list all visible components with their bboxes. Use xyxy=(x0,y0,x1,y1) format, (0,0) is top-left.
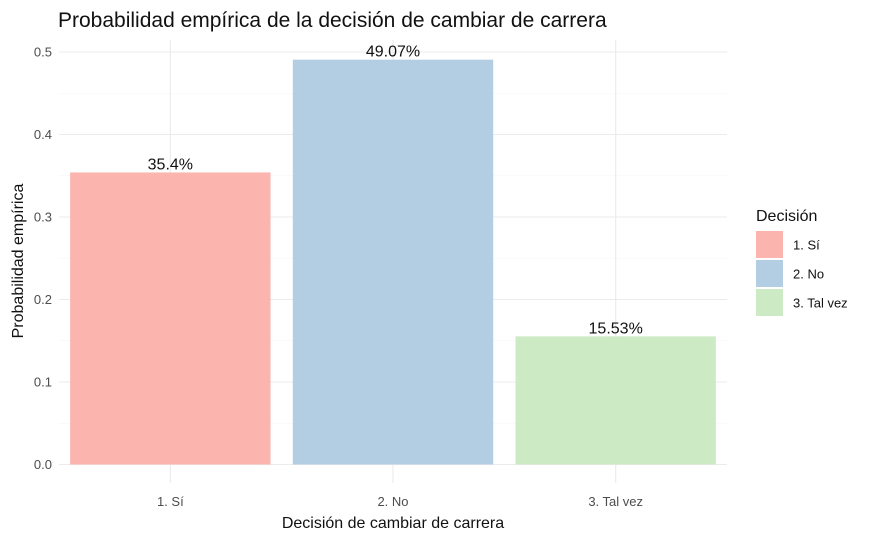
y-tick-label: 0.3 xyxy=(34,210,52,225)
legend-label: 1. Sí xyxy=(793,238,820,253)
chart-title: Probabilidad empírica de la decisión de … xyxy=(58,9,607,32)
y-axis-ticks: 0.0 0.1 0.2 0.3 0.4 0.5 xyxy=(34,45,52,473)
data-label: 35.4% xyxy=(148,156,193,173)
bars xyxy=(70,59,716,465)
x-tick-label: 2. No xyxy=(377,494,408,509)
y-tick-label: 0.0 xyxy=(34,457,52,472)
data-labels: 35.4% 49.07% 15.53% xyxy=(148,44,643,338)
bar xyxy=(292,59,494,465)
bar xyxy=(70,172,271,465)
legend: Decisión 1. Sí 2. No 3. Tal vez xyxy=(756,208,848,316)
legend-swatch xyxy=(756,260,783,287)
legend-title: Decisión xyxy=(756,208,817,225)
bar xyxy=(515,336,716,465)
y-tick-label: 0.4 xyxy=(34,127,52,142)
data-label: 15.53% xyxy=(589,320,643,337)
y-axis-title: Probabilidad empírica xyxy=(10,184,27,339)
data-label: 49.07% xyxy=(366,44,420,61)
y-tick-label: 0.1 xyxy=(34,375,52,390)
x-axis-ticks: 1. Sí 2. No 3. Tal vez xyxy=(157,494,643,509)
legend-label: 3. Tal vez xyxy=(793,296,848,311)
x-tick-label: 1. Sí xyxy=(157,494,184,509)
y-tick-label: 0.2 xyxy=(34,292,52,307)
legend-swatch xyxy=(756,289,783,316)
x-tick-label: 3. Tal vez xyxy=(588,494,643,509)
legend-label: 2. No xyxy=(793,267,824,282)
legend-swatch xyxy=(756,231,783,258)
y-tick-label: 0.5 xyxy=(34,45,52,60)
x-axis-title: Decisión de cambiar de carrera xyxy=(282,515,504,532)
